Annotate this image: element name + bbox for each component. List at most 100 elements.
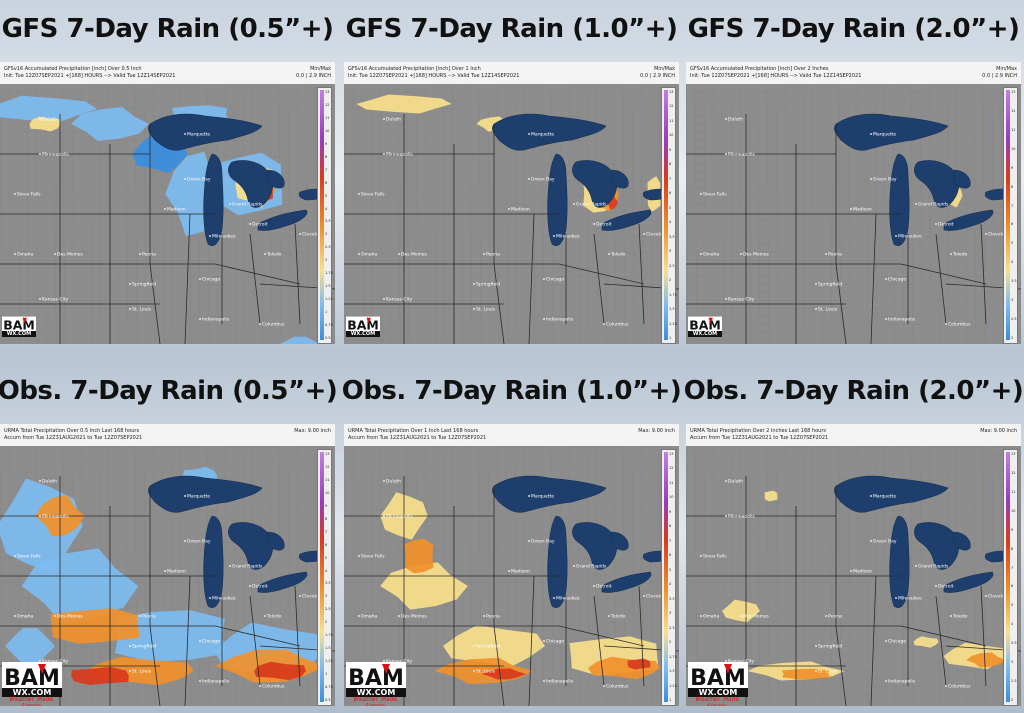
colorbar-tick: 6: [1011, 222, 1014, 227]
city-dot: [915, 203, 917, 205]
colorbar-tick: 9: [1011, 527, 1014, 532]
precip-layer: [380, 492, 660, 685]
colorbar-tick: 1: [669, 698, 672, 702]
bam-weather-logo: BAM WX.COM: [2, 316, 36, 342]
state-border: [214, 263, 301, 285]
city-label: Green Bay: [873, 539, 897, 545]
city-dot: [383, 153, 385, 155]
colorbar-tick: 11: [1011, 489, 1016, 494]
city-label: Cleveland: [646, 594, 668, 600]
city-label: Duluth: [728, 479, 743, 485]
colorbar-tick: 6: [325, 542, 328, 547]
colorbar-tick: 1.5: [669, 307, 675, 312]
precip-area: [781, 668, 831, 680]
colorbar-tick: 3.5: [325, 581, 331, 586]
city-label: Sioux Falls: [17, 192, 41, 198]
city-dot: [473, 283, 475, 285]
precip-area: [113, 610, 227, 662]
map-header: GFSv16 Accumulated Precipitation [inch] …: [0, 62, 335, 85]
city-dot: [725, 660, 727, 662]
city-dot: [700, 555, 702, 557]
state-border: [184, 213, 191, 344]
colorbar-tick: 5: [325, 193, 328, 198]
colorbar-tick: 7: [1011, 203, 1014, 208]
city-dot: [815, 283, 817, 285]
city-dot: [264, 253, 266, 255]
city-dot: [985, 233, 987, 235]
precip-area: [627, 658, 651, 670]
city-label: Des Moines: [743, 614, 770, 620]
city-dot: [129, 283, 131, 285]
city-dot: [129, 670, 131, 672]
lake-erie: [943, 209, 994, 231]
city-dot: [184, 178, 186, 180]
colorbar-tick: 13: [669, 90, 674, 94]
map-header: URMA Total Precipitation Over 1 Inch Las…: [344, 424, 679, 447]
lake-michigan: [547, 153, 568, 246]
city-dot: [164, 208, 166, 210]
city-dot: [383, 298, 385, 300]
city-label: Milwaukee: [556, 234, 580, 240]
city-label: Columbus: [606, 322, 629, 328]
precip-area: [71, 107, 149, 141]
city-label: Marquette: [187, 494, 210, 500]
map-header: GFSv16 Accumulated Precipitation [inch] …: [344, 62, 679, 85]
city-label: Minneapolis: [386, 152, 413, 158]
colorbar-tick: 9: [325, 503, 328, 508]
city-dot: [184, 540, 186, 542]
colorbar-tick: 1.75: [325, 633, 333, 638]
bam-weather-logo: BAM WX.COM: [346, 316, 380, 342]
precip-area: [280, 336, 320, 344]
colorbar-tick: 8: [669, 162, 672, 167]
city-dot: [870, 178, 872, 180]
city-dot: [543, 680, 545, 682]
city-dot: [528, 133, 530, 135]
precip-map: URMA Total Precipitation Over 0.5 Inch L…: [0, 424, 335, 706]
city-label: Madison: [853, 207, 872, 213]
great-lakes: [834, 475, 1017, 608]
precip-area: [966, 652, 1006, 668]
colorbar-tick: 8: [325, 154, 328, 159]
state-border: [980, 223, 987, 325]
svg-text:BAM: BAM: [689, 318, 721, 333]
city-dot: [249, 585, 251, 587]
city-label: Des Moines: [401, 614, 428, 620]
svg-text:BAM: BAM: [348, 666, 404, 690]
city-label: Madison: [853, 569, 872, 575]
state-border: [528, 213, 535, 344]
colorbar-tick: 9: [325, 141, 328, 146]
logo-wx: WX.COM: [346, 688, 406, 697]
colorbar-ticks: 13 12 11 10 9 8 7 6 5 4 3.5 3 2.5 2 1.75 1.5 1.25 1 0.75 0.…: [325, 450, 333, 704]
city-dot: [383, 480, 385, 482]
colorbar-tick: 1.75: [669, 654, 677, 659]
city-dot: [950, 615, 952, 617]
lake-georgian: [611, 169, 629, 189]
city-label: Minneapolis: [386, 514, 413, 520]
city-dot: [885, 318, 887, 320]
colorbar-tick: 2.5: [325, 607, 331, 612]
colorbar-gradient: [320, 90, 324, 340]
colorbar-gradient: [664, 452, 668, 702]
city-label: Green Bay: [873, 177, 897, 183]
colorbar-tick: 4: [1011, 622, 1014, 627]
colorbar-ticks: 13 12 11 10 9 8 7 6 5 4 3.5 3 2.5 2: [1011, 88, 1017, 342]
map-header-title: URMA Total Precipitation Over 0.5 Inch L…: [4, 428, 140, 434]
state-borders: [0, 476, 335, 706]
logo-wx: WX.COM: [2, 688, 62, 697]
city-label: Kansas City: [42, 659, 69, 665]
city-dot: [39, 118, 41, 120]
city-dot: [14, 615, 16, 617]
logo-tagline: Weather. Made. Simple.: [9, 697, 55, 706]
city-label: Columbus: [262, 684, 285, 690]
city-dot: [815, 670, 817, 672]
colorbar-tick: 2.5: [325, 245, 331, 250]
city-label: Sioux Falls: [703, 554, 727, 560]
map-header-title: URMA Total Precipitation Over 2 Inches L…: [690, 428, 826, 434]
logo-tagline: Weather. Made. Simple.: [695, 697, 741, 706]
city-dot: [129, 645, 131, 647]
colorbar-tick: 4: [325, 206, 328, 211]
colorbar-gradient: [320, 452, 324, 702]
city-label: Minneapolis: [728, 152, 755, 158]
city-dot: [199, 680, 201, 682]
city-label: Omaha: [703, 614, 720, 620]
